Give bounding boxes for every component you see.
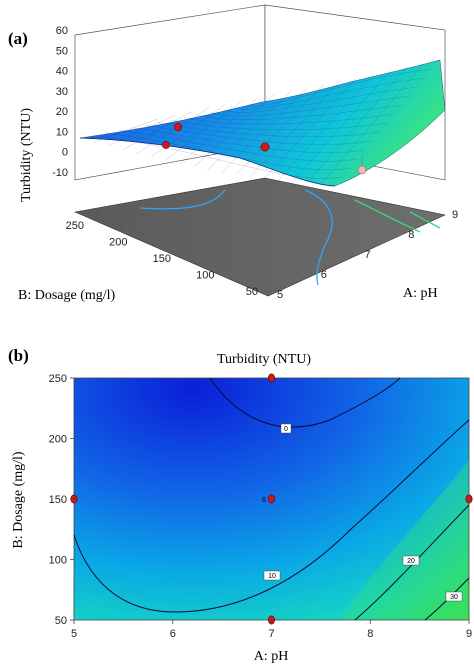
z-tick-label: 20 bbox=[56, 106, 68, 118]
ph-axis-ticks: 5 6 7 8 9 bbox=[277, 209, 458, 301]
panel-a-label: (a) bbox=[8, 29, 28, 48]
z-tick-label: 40 bbox=[56, 66, 68, 78]
x-tick-label: 5 bbox=[71, 628, 77, 640]
x-tick-label: 6 bbox=[170, 628, 176, 640]
dosage-tick-label: 200 bbox=[109, 237, 127, 249]
dosage-axis-title: B: Dosage (mg/l) bbox=[18, 288, 116, 303]
ph-tick-label: 8 bbox=[408, 229, 414, 241]
contour-label-30: 30 bbox=[450, 594, 458, 601]
design-point bbox=[465, 494, 473, 504]
y-tick-label: 100 bbox=[49, 555, 67, 567]
dosage-axis-ticks: 50 100 150 200 250 bbox=[66, 220, 258, 298]
response-surface bbox=[79, 59, 446, 187]
z-tick-label: 0 bbox=[62, 147, 68, 159]
contour-value-labels: 0 10 20 30 bbox=[263, 423, 463, 602]
contour-x-ticks: 5 6 7 8 9 bbox=[71, 620, 472, 640]
design-point bbox=[357, 165, 367, 175]
contour-x-axis-title: A: pH bbox=[254, 649, 289, 664]
ph-tick-label: 5 bbox=[277, 289, 283, 301]
design-point bbox=[173, 122, 183, 132]
x-tick-label: 8 bbox=[367, 628, 373, 640]
z-tick-label: 30 bbox=[56, 86, 68, 98]
z-tick-label: 10 bbox=[56, 126, 68, 138]
contour-high-region bbox=[340, 460, 469, 620]
z-tick-label: 60 bbox=[56, 25, 68, 37]
contour-y-axis-title: B: Dosage (mg/l) bbox=[11, 451, 26, 549]
ph-tick-label: 6 bbox=[321, 269, 327, 281]
z-axis-ticks: -10 0 10 20 30 40 50 60 bbox=[52, 25, 68, 179]
dosage-tick-label: 150 bbox=[153, 253, 171, 265]
dosage-tick-label: 250 bbox=[66, 220, 84, 232]
design-point bbox=[260, 142, 270, 152]
center-point-count: 6 bbox=[262, 497, 266, 504]
contour-label-10: 10 bbox=[268, 573, 276, 580]
z-tick-label: 50 bbox=[56, 45, 68, 57]
surface-floor bbox=[73, 177, 446, 297]
y-tick-label: 250 bbox=[49, 373, 67, 385]
ph-tick-label: 9 bbox=[452, 209, 458, 221]
panel-a-surface-plot: (a) -10 0 10 20 30 40 50 60 50 100 150 200 250 5 6 7 8… bbox=[8, 4, 458, 303]
ph-tick-label: 7 bbox=[365, 249, 371, 261]
ph-axis-title: A: pH bbox=[403, 286, 438, 301]
design-point bbox=[267, 494, 275, 504]
panel-b-label: (b) bbox=[8, 346, 29, 365]
design-point bbox=[267, 373, 275, 383]
contour-line-0 bbox=[209, 377, 401, 428]
contour-y-ticks: 50 100 150 200 250 bbox=[49, 373, 74, 627]
y-tick-label: 200 bbox=[49, 434, 67, 446]
x-tick-label: 9 bbox=[466, 628, 472, 640]
surface-design-points bbox=[162, 122, 367, 175]
z-tick-label: -10 bbox=[52, 167, 68, 179]
floor-contour-lines bbox=[139, 189, 441, 286]
design-point bbox=[162, 141, 170, 149]
y-tick-label: 50 bbox=[55, 615, 67, 627]
y-tick-label: 150 bbox=[49, 494, 67, 506]
z-axis-title: Turbidity (NTU) bbox=[19, 108, 34, 202]
dosage-tick-label: 100 bbox=[196, 270, 214, 282]
panel-b-contour-plot: (b) Turbidity (NTU) 0 10 20 30 6 5 6 7 8 9 bbox=[8, 346, 473, 664]
contour-line-10 bbox=[73, 419, 470, 613]
contour-label-0: 0 bbox=[284, 426, 288, 433]
contour-label-20: 20 bbox=[407, 558, 415, 565]
dosage-tick-label: 50 bbox=[246, 286, 258, 298]
x-tick-label: 7 bbox=[268, 628, 274, 640]
contour-title: Turbidity (NTU) bbox=[217, 352, 311, 367]
